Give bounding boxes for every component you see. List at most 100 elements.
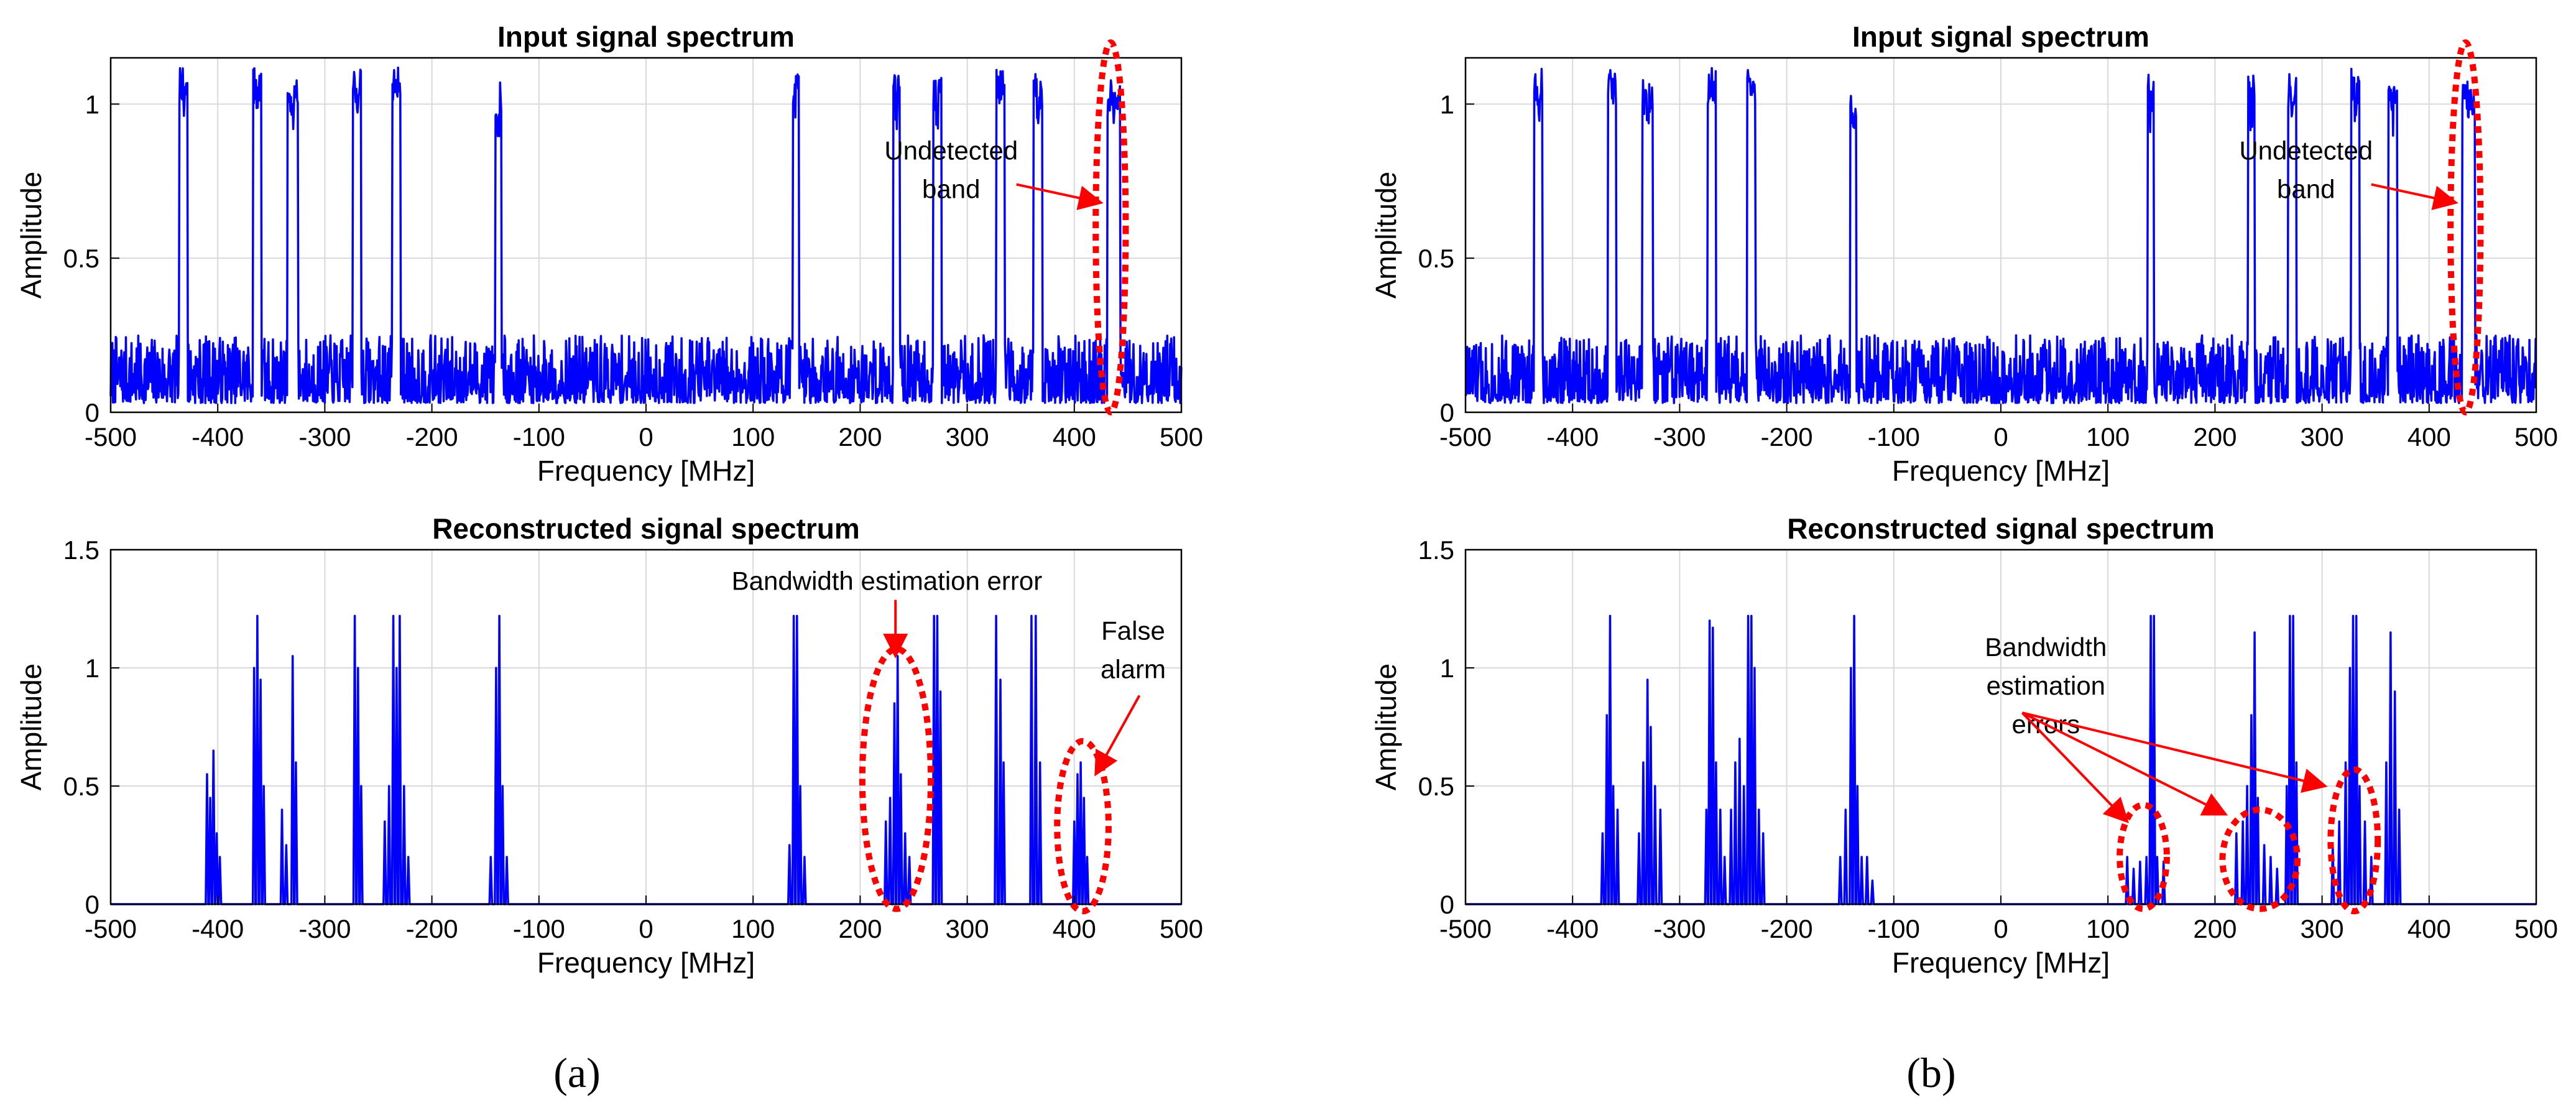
x-tick-label: -300 — [1653, 914, 1706, 943]
x-tick-label: -300 — [298, 914, 351, 943]
chart-a-reconstructed: -500 -400 -300 -200 -100 0 100 200 300 400 500 0 0.5… — [15, 512, 1203, 979]
y-tick-label: 1.5 — [1418, 535, 1454, 565]
x-tick-label: 200 — [2193, 422, 2237, 451]
x-tick-label: 100 — [2086, 914, 2130, 943]
x-tick-label: 200 — [2193, 914, 2237, 943]
annotation-text: Undetected — [2239, 136, 2373, 165]
x-tick-label: -200 — [1761, 422, 1813, 451]
highlight-ellipse — [1092, 39, 1129, 415]
highlight-ellipse — [2219, 807, 2301, 912]
x-tick-label: -300 — [1653, 422, 1706, 451]
annotation-arrow — [2021, 711, 2228, 816]
annotation-arrow — [1016, 183, 1104, 210]
x-tick-label: 200 — [838, 914, 882, 943]
x-tick-label: -100 — [1868, 914, 1920, 943]
highlight-ellipse — [2447, 39, 2484, 415]
y-tick-label: 0 — [1440, 890, 1454, 919]
x-tick-label: -500 — [85, 914, 137, 943]
x-tick-label: 100 — [2086, 422, 2130, 451]
annotation-text: band — [2277, 175, 2335, 204]
x-tick-label: 400 — [2407, 422, 2451, 451]
plots-layer: -500 -400 -300 -200 -100 0 100 200 300 400 50000.5… — [15, 21, 2558, 979]
panel-label-b: (b) — [1906, 1049, 1955, 1096]
y-axis-label: Amplitude — [1370, 664, 1402, 791]
x-tick-label: 400 — [1053, 422, 1096, 451]
chart-title: Reconstructed signal spectrum — [432, 512, 860, 545]
x-tick-label: 500 — [2514, 914, 2558, 943]
x-tick-label: -200 — [1761, 914, 1813, 943]
x-tick-label: -200 — [406, 422, 458, 451]
y-tick-label: 0 — [1440, 398, 1454, 427]
x-tick-label: 400 — [1053, 914, 1096, 943]
annotation-text: False — [1101, 616, 1165, 645]
highlight-ellipse — [2327, 766, 2381, 915]
x-tick-label: 200 — [838, 422, 882, 451]
y-tick-label: 1 — [1440, 90, 1454, 119]
x-tick-label: -400 — [1546, 422, 1599, 451]
highlight-ellipse — [1054, 738, 1112, 915]
annotation-arrow — [2021, 711, 2328, 793]
annotation-text: alarm — [1101, 654, 1166, 683]
x-tick-label: 0 — [1993, 422, 2008, 451]
chart-title: Input signal spectrum — [1852, 21, 2149, 53]
x-tick-label: -100 — [513, 914, 565, 943]
x-tick-label: -400 — [192, 422, 244, 451]
y-tick-label: 1 — [85, 90, 99, 119]
chart-title: Reconstructed signal spectrum — [1787, 512, 2215, 545]
highlight-ellipse — [859, 645, 935, 912]
y-tick-label: 0.5 — [1418, 244, 1454, 273]
y-tick-label: 1 — [85, 654, 99, 683]
x-tick-label: 100 — [731, 422, 775, 451]
x-axis-label: Frequency [MHz] — [1892, 455, 2110, 487]
x-tick-label: 400 — [2407, 914, 2451, 943]
annotation-text: estimation — [1987, 671, 2105, 700]
x-tick-label: 100 — [731, 914, 775, 943]
y-tick-label: 0 — [85, 398, 99, 427]
x-tick-label: 300 — [2301, 422, 2344, 451]
x-tick-label: 500 — [1160, 422, 1203, 451]
annotation-arrow — [2371, 183, 2458, 210]
x-tick-label: -500 — [1439, 914, 1492, 943]
y-axis-label: Amplitude — [15, 172, 47, 299]
highlight-ellipse — [2117, 802, 2170, 912]
y-tick-label: 0.5 — [63, 244, 99, 273]
chart-title: Input signal spectrum — [497, 21, 795, 53]
annotation-arrow — [1094, 695, 1141, 777]
x-axis-label: Frequency [MHz] — [537, 455, 755, 487]
annotation-text: band — [922, 175, 980, 204]
x-tick-label: 500 — [2514, 422, 2558, 451]
y-axis-label: Amplitude — [1370, 172, 1402, 299]
x-tick-label: 0 — [639, 422, 653, 451]
y-tick-label: 1 — [1440, 654, 1454, 683]
x-tick-label: 0 — [1993, 914, 2008, 943]
chart-a-input: -500 -400 -300 -200 -100 0 100 200 300 400 500 0 0.5… — [15, 21, 1203, 487]
y-tick-label: 0.5 — [1418, 772, 1454, 801]
chart-b-reconstructed: -500 -400 -300 -200 -100 0 100 200 300 400 500 0 0.5… — [1370, 512, 2558, 979]
x-tick-label: -500 — [85, 422, 137, 451]
panel-label-a: (a) — [553, 1049, 600, 1096]
y-tick-label: 0 — [85, 890, 99, 919]
x-tick-label: 300 — [946, 422, 989, 451]
x-tick-label: -100 — [513, 422, 565, 451]
y-tick-label: 1.5 — [63, 535, 99, 565]
annotation-text: Bandwidth estimation error — [732, 567, 1043, 596]
x-tick-label: -300 — [298, 422, 351, 451]
x-tick-label: 500 — [1160, 914, 1203, 943]
x-tick-label: 300 — [2301, 914, 2344, 943]
x-tick-label: -400 — [192, 914, 244, 943]
annotation-text: Bandwidth — [1985, 632, 2107, 662]
annotation-arrow — [2021, 711, 2129, 823]
x-tick-label: 300 — [946, 914, 989, 943]
x-axis-label: Frequency [MHz] — [537, 946, 755, 979]
y-axis-label: Amplitude — [15, 664, 47, 791]
signal-line-b-input — [1464, 67, 2537, 404]
x-tick-label: -400 — [1546, 914, 1599, 943]
signal-line-a-input — [109, 66, 1183, 404]
chart-b-input: -500 -400 -300 -200 -100 0 100 200 300 400 500 0 0.5… — [1370, 21, 2558, 487]
x-tick-label: -200 — [406, 914, 458, 943]
y-tick-label: 0.5 — [63, 772, 99, 801]
x-axis-label: Frequency [MHz] — [1892, 946, 2110, 979]
annotation-text: Undetected — [884, 136, 1018, 165]
x-tick-label: -100 — [1868, 422, 1920, 451]
